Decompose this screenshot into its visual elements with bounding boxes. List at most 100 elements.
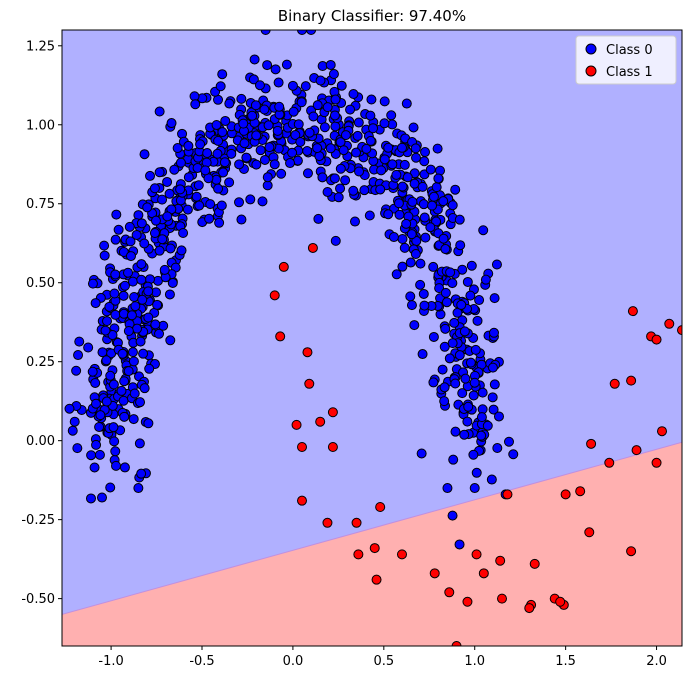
point-class0	[274, 101, 285, 112]
point-class0	[123, 326, 134, 337]
point-class0	[410, 143, 421, 154]
point-class0	[351, 147, 362, 158]
point-class0	[132, 323, 143, 334]
point-class0	[317, 61, 328, 72]
point-class0	[407, 196, 418, 207]
point-class0	[493, 411, 504, 422]
point-class0	[257, 196, 268, 207]
point-class0	[375, 184, 386, 195]
point-class0	[234, 159, 245, 170]
x-tick-label: 0.5	[373, 654, 394, 669]
point-class0	[486, 474, 497, 485]
point-class0	[410, 249, 421, 260]
point-class0	[399, 242, 410, 253]
point-class1	[586, 438, 597, 449]
point-class0	[118, 290, 129, 301]
point-class0	[419, 156, 430, 167]
point-class0	[118, 308, 129, 319]
point-class0	[488, 404, 499, 415]
point-class0	[401, 98, 412, 109]
point-class0	[139, 383, 150, 394]
y-tick-label: 0.00	[26, 434, 55, 449]
point-class1	[664, 318, 675, 329]
point-class0	[466, 260, 477, 271]
plot-frame	[61, 29, 683, 647]
point-class0	[359, 185, 370, 196]
point-class0	[425, 164, 436, 175]
x-tick-label: 1.0	[464, 654, 485, 669]
point-class1	[609, 378, 620, 389]
point-class0	[366, 94, 377, 105]
point-class0	[137, 294, 148, 305]
point-class0	[138, 348, 149, 359]
point-class0	[469, 377, 480, 388]
point-class0	[94, 449, 105, 460]
point-class0	[159, 264, 170, 275]
point-class0	[406, 300, 417, 311]
point-class0	[416, 448, 427, 459]
point-class1	[651, 457, 662, 468]
point-class0	[474, 295, 485, 306]
point-class1	[651, 334, 662, 345]
point-class0	[135, 336, 146, 347]
point-class0	[169, 164, 180, 175]
point-class0	[245, 194, 256, 205]
point-class0	[306, 30, 317, 35]
point-class0	[457, 264, 468, 275]
point-class0	[447, 338, 458, 349]
point-class0	[119, 462, 130, 473]
point-class0	[157, 234, 168, 245]
point-class1	[631, 445, 642, 456]
point-class0	[297, 30, 307, 35]
point-class0	[110, 234, 121, 245]
y-tick-label: 0.25	[26, 355, 55, 370]
point-class1	[397, 549, 407, 560]
point-class0	[200, 165, 211, 176]
point-class0	[447, 278, 458, 289]
point-class0	[216, 200, 227, 211]
point-class1	[495, 555, 506, 566]
point-class1	[297, 495, 307, 506]
point-class0	[118, 395, 129, 406]
point-class0	[86, 450, 97, 461]
point-class0	[333, 192, 344, 203]
point-class0	[211, 174, 222, 185]
point-class0	[313, 213, 324, 224]
point-class0	[457, 388, 468, 399]
point-class0	[136, 468, 147, 479]
point-class0	[427, 200, 438, 211]
point-class0	[471, 467, 482, 478]
point-class0	[399, 159, 410, 170]
point-class0	[411, 152, 422, 163]
point-class0	[73, 350, 84, 361]
point-class1	[560, 489, 571, 500]
point-class0	[287, 80, 298, 91]
point-class0	[251, 130, 262, 141]
point-class0	[295, 136, 306, 147]
chart-title: Binary Classifier: 97.40%	[278, 7, 466, 25]
point-class0	[488, 327, 499, 338]
point-class0	[379, 118, 390, 129]
point-class0	[130, 301, 141, 312]
point-class0	[444, 353, 455, 364]
point-class0	[480, 274, 491, 285]
point-class0	[144, 363, 155, 374]
point-class0	[379, 154, 390, 165]
point-class0	[172, 143, 183, 154]
point-class0	[428, 377, 439, 388]
point-class0	[482, 420, 493, 431]
point-class1	[327, 407, 338, 418]
point-class1	[677, 325, 682, 336]
point-class0	[425, 222, 436, 233]
point-class0	[262, 60, 273, 71]
point-class0	[276, 168, 287, 179]
point-class1	[307, 242, 318, 253]
point-class0	[401, 218, 412, 229]
point-class0	[134, 438, 145, 449]
point-class0	[348, 185, 359, 196]
point-class0	[99, 250, 110, 261]
point-class0	[219, 157, 230, 168]
point-class0	[472, 315, 483, 326]
point-class0	[269, 159, 280, 170]
point-class0	[204, 213, 215, 224]
